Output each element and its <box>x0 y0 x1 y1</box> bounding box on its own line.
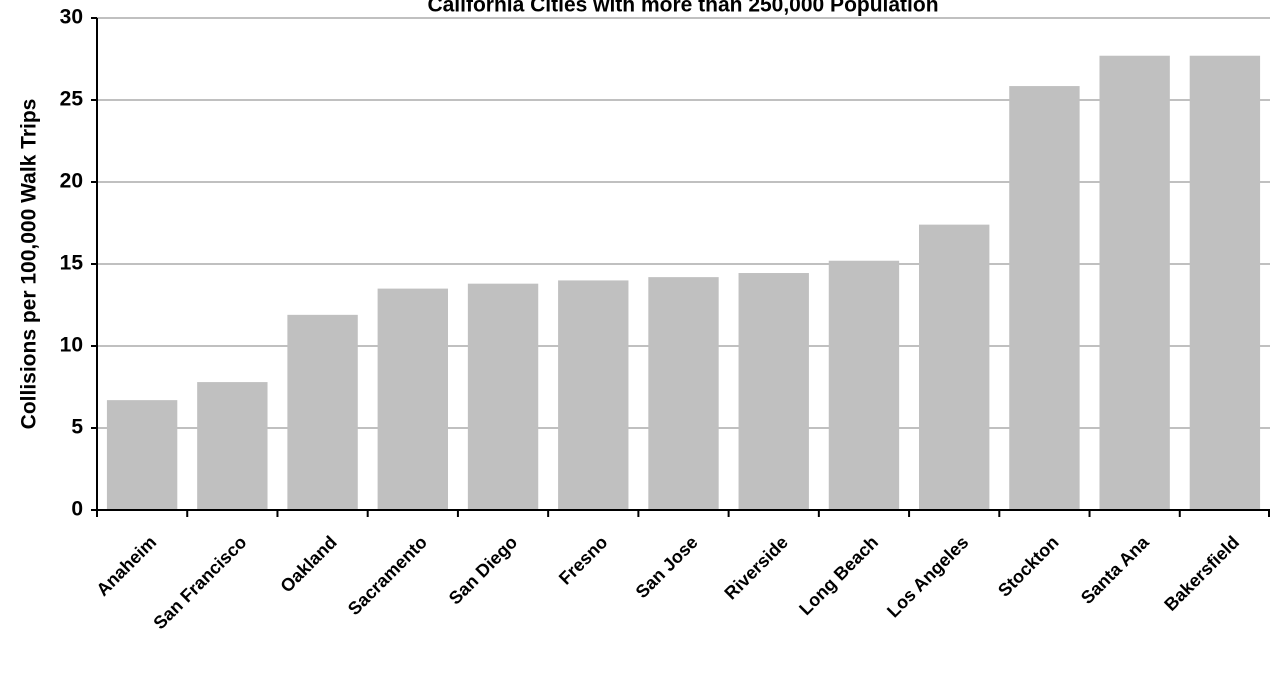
bar <box>1189 55 1261 510</box>
x-tick-label: Bakersfield <box>1160 532 1243 615</box>
y-tick-label: 5 <box>71 416 83 439</box>
x-tick-label: San Francisco <box>149 532 250 633</box>
bar <box>558 280 629 510</box>
bar <box>738 273 809 510</box>
y-tick-label: 15 <box>60 252 84 275</box>
x-tick-label: Los Angeles <box>883 532 972 621</box>
bar <box>377 288 448 510</box>
x-tick-label: Long Beach <box>795 532 882 619</box>
x-tick-label: San Jose <box>632 532 702 602</box>
bar <box>467 283 539 510</box>
x-tick-label: Anaheim <box>92 532 160 600</box>
x-tick-label: Riverside <box>720 532 791 603</box>
bar <box>919 224 990 510</box>
bar <box>828 260 900 510</box>
bar <box>287 314 358 510</box>
y-axis-label: Collisions per 100,000 Walk Trips <box>18 99 41 430</box>
x-tick-label: Sacramento <box>344 532 431 619</box>
y-tick-label: 25 <box>60 88 84 111</box>
bar <box>648 277 719 510</box>
y-tick-label: 30 <box>60 6 83 29</box>
x-tick-label: San Diego <box>445 532 521 608</box>
bar <box>1099 55 1170 510</box>
y-tick-label: 10 <box>60 334 83 357</box>
bar <box>1009 86 1080 510</box>
chart-title: California Cities with more than 250,000… <box>427 0 938 17</box>
bar <box>106 400 178 510</box>
bar <box>197 382 268 510</box>
y-tick-label: 0 <box>71 498 83 521</box>
x-tick-label: Santa Ana <box>1077 531 1154 608</box>
x-tick-label: Fresno <box>555 532 612 589</box>
x-tick-label: Stockton <box>994 532 1063 601</box>
x-tick-label: Oakland <box>276 532 340 596</box>
y-tick-label: 20 <box>60 170 83 193</box>
